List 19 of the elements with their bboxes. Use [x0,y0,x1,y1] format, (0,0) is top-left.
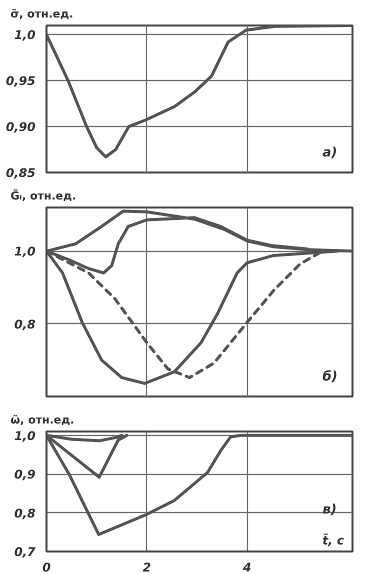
y-tick-label: 1,0 [14,28,36,42]
x-tick-label: 4 [242,560,252,574]
annotation: б) [322,370,338,384]
x-tick-label: 0 [42,560,51,574]
y-tick-label: 1,0 [14,428,36,443]
y-tick-label: 0,8 [14,506,36,520]
annotation: а) [322,146,338,160]
y-tick-label: 0,8 [14,317,36,332]
y-tick-label: 0,7 [14,545,36,559]
x-axis-title: t̃, с [322,533,344,548]
y-axis-title: σ̃, отн.ед. [10,8,74,20]
x-tick-label: 2 [142,560,152,574]
y-tick-label: 0,85 [6,166,36,180]
y-axis-title: ω̃, отн.ед. [10,414,74,426]
y-tick-label: 0,90 [6,120,36,134]
y-axis-title: G̃ᵢ, отн.ед. [10,188,76,202]
y-tick-label: 1,0 [14,244,36,259]
y-tick-label: 0,9 [14,468,36,482]
y-tick-label: 0,95 [6,74,36,88]
